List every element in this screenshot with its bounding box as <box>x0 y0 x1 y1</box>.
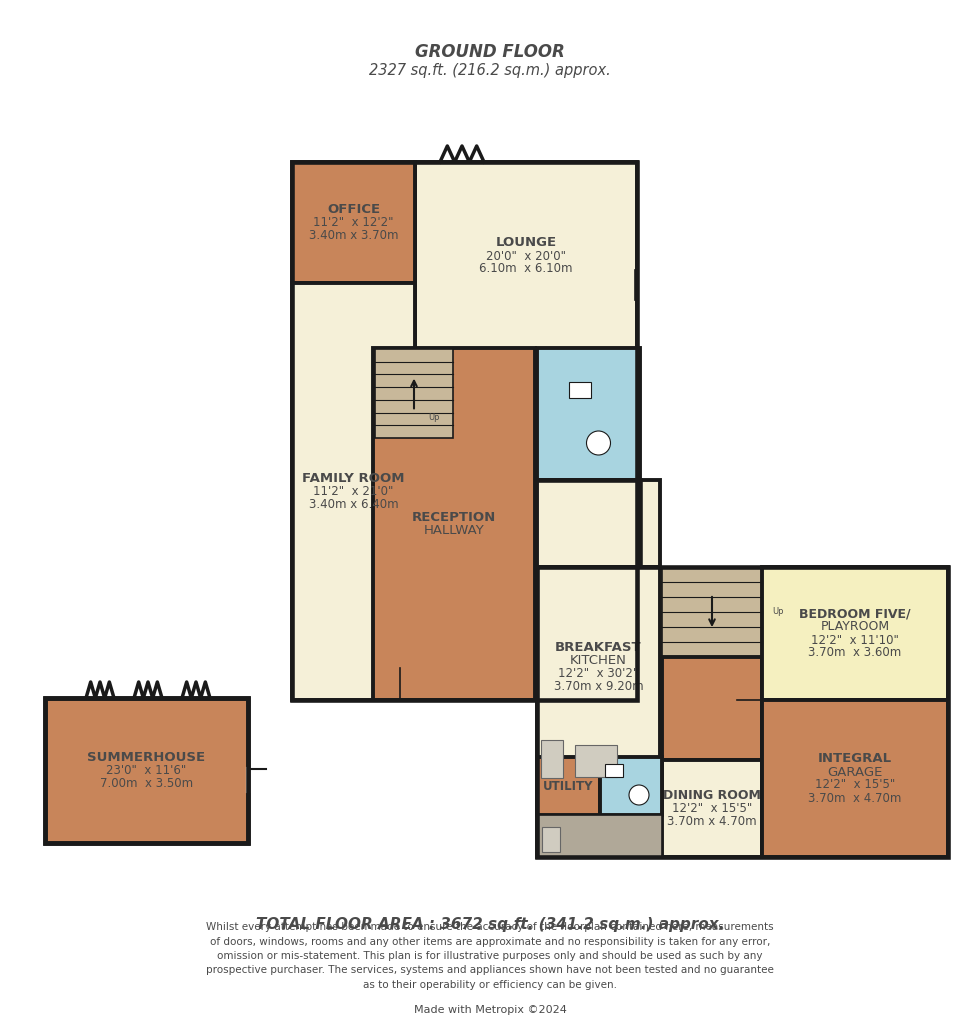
Text: 3.40m x 3.70m: 3.40m x 3.70m <box>309 229 398 242</box>
Text: BEDROOM FIVE/: BEDROOM FIVE/ <box>799 608 910 621</box>
Bar <box>575 745 617 777</box>
Text: 3.70m  x 4.70m: 3.70m x 4.70m <box>808 792 902 805</box>
Text: 11'2"  x 21'0": 11'2" x 21'0" <box>314 485 394 498</box>
Circle shape <box>586 431 611 455</box>
Text: TOTAL FLOOR AREA : 3672 sq.ft. (341.2 sq.m.) approx.: TOTAL FLOOR AREA : 3672 sq.ft. (341.2 sq… <box>256 918 724 932</box>
Text: GARAGE: GARAGE <box>827 766 883 778</box>
Bar <box>292 162 415 283</box>
Bar <box>292 283 415 700</box>
Text: 3.70m  x 3.60m: 3.70m x 3.60m <box>808 647 902 660</box>
Text: Made with Metropix ©2024: Made with Metropix ©2024 <box>414 1005 566 1015</box>
Text: 12'2"  x 15'5": 12'2" x 15'5" <box>672 802 752 815</box>
Bar <box>537 757 600 815</box>
Bar <box>537 815 662 857</box>
Text: OFFICE: OFFICE <box>327 203 380 216</box>
Bar <box>600 757 662 815</box>
Text: 3.40m x 6.40m: 3.40m x 6.40m <box>309 498 398 511</box>
Bar <box>415 162 637 350</box>
Text: PLAYROOM: PLAYROOM <box>820 621 890 633</box>
Bar <box>568 382 591 398</box>
Text: 6.10m  x 6.10m: 6.10m x 6.10m <box>479 262 572 276</box>
Bar <box>373 348 535 700</box>
Text: INTEGRAL: INTEGRAL <box>818 752 892 766</box>
Text: GROUND FLOOR: GROUND FLOOR <box>416 43 564 61</box>
Bar <box>662 760 762 857</box>
Text: Up: Up <box>772 608 783 617</box>
Bar <box>762 700 948 857</box>
Text: 7.00m  x 3.50m: 7.00m x 3.50m <box>100 777 193 790</box>
Bar <box>662 567 762 657</box>
Text: 12'2"  x 15'5": 12'2" x 15'5" <box>815 778 895 792</box>
Bar <box>541 740 563 778</box>
Text: 3.70m x 9.20m: 3.70m x 9.20m <box>554 680 643 693</box>
Text: Up: Up <box>428 413 440 423</box>
Text: 11'2"  x 12'2": 11'2" x 12'2" <box>314 216 394 229</box>
Bar <box>762 567 948 700</box>
Text: HALLWAY: HALLWAY <box>423 524 484 537</box>
Text: DINING ROOM: DINING ROOM <box>663 790 760 802</box>
Text: LOUNGE: LOUNGE <box>496 236 557 250</box>
Text: 3.70m x 4.70m: 3.70m x 4.70m <box>667 815 757 828</box>
Text: Whilst every attempt has been made to ensure the accuracy of the floorplan conta: Whilst every attempt has been made to en… <box>206 922 774 990</box>
Text: RECEPTION: RECEPTION <box>412 511 496 524</box>
Text: FAMILY ROOM: FAMILY ROOM <box>302 472 405 485</box>
Text: SUMMERHOUSE: SUMMERHOUSE <box>87 751 206 764</box>
Bar <box>537 348 640 480</box>
Bar <box>662 657 762 760</box>
Circle shape <box>629 785 649 805</box>
Text: 2327 sq.ft. (216.2 sq.m.) approx.: 2327 sq.ft. (216.2 sq.m.) approx. <box>369 64 611 78</box>
Text: 12'2"  x 11'10": 12'2" x 11'10" <box>811 633 899 647</box>
Bar <box>375 348 453 438</box>
Text: BREAKFAST: BREAKFAST <box>556 641 642 654</box>
Text: KITCHEN: KITCHEN <box>570 654 627 667</box>
Bar <box>605 764 623 777</box>
Text: 23'0"  x 11'6": 23'0" x 11'6" <box>107 764 186 777</box>
Text: 12'2"  x 30'2": 12'2" x 30'2" <box>559 667 639 680</box>
Text: 20'0"  x 20'0": 20'0" x 20'0" <box>486 250 566 262</box>
Bar <box>537 480 660 567</box>
Bar <box>537 567 660 857</box>
Bar <box>45 698 248 843</box>
Text: UTILITY: UTILITY <box>543 779 594 793</box>
Bar <box>542 827 560 852</box>
